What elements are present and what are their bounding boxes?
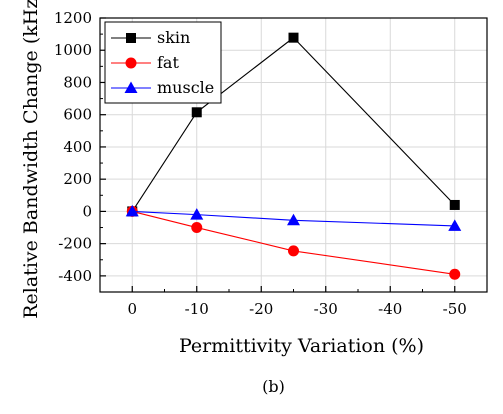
series-fat [126,205,461,280]
data-point-muscle [287,213,300,226]
axes: 0 -10 -20 -30 -40 -50 -400 -200 0 200 400 600 800 100… [54,9,467,318]
data-point-skin [191,107,202,118]
x-tick-label: -10 [185,300,209,318]
legend-label-muscle: muscle [157,78,214,97]
y-tick-label: 400 [63,138,92,156]
y-axis-title: Relative Bandwidth Change (kHz) [20,0,42,319]
legend-marker-skin [126,33,136,43]
x-tick-label: -50 [443,300,467,318]
series-layer [125,32,462,280]
y-tick-label: -200 [58,235,92,253]
data-point-fat [191,222,203,234]
x-tick-label: -30 [314,300,338,318]
data-point-fat [288,245,299,257]
x-tick-label: -20 [249,300,273,318]
data-point-skin [449,199,460,210]
y-tick-label: 1000 [54,41,92,59]
series-line-muscle [132,210,455,227]
y-tick-label: 1200 [54,9,92,27]
data-point-muscle [190,208,204,220]
y-tick-label: 0 [82,202,92,220]
legend: skin fat muscle [104,21,222,104]
legend-marker-fat [125,57,137,69]
y-tick-label: 600 [63,106,92,124]
data-point-skin [288,32,299,43]
data-point-fat [449,268,461,280]
figure-caption: (b) [262,377,285,396]
y-tick-label: 200 [63,170,92,188]
series-muscle [125,204,462,231]
legend-label-skin: skin [157,28,190,47]
series-line-skin [131,36,456,212]
data-point-muscle [448,219,462,231]
x-tick-label: 0 [127,300,137,318]
data-point-muscle [125,204,139,217]
y-tick-label: -400 [58,267,92,285]
legend-marker-muscle [124,81,138,93]
grid [100,17,487,292]
x-axis-title: Permittivity Variation (%) [179,335,424,357]
series-line-fat [132,210,455,275]
y-tick-label: 800 [63,73,92,91]
legend-label-fat: fat [157,53,179,72]
x-tick-label: -40 [378,300,402,318]
